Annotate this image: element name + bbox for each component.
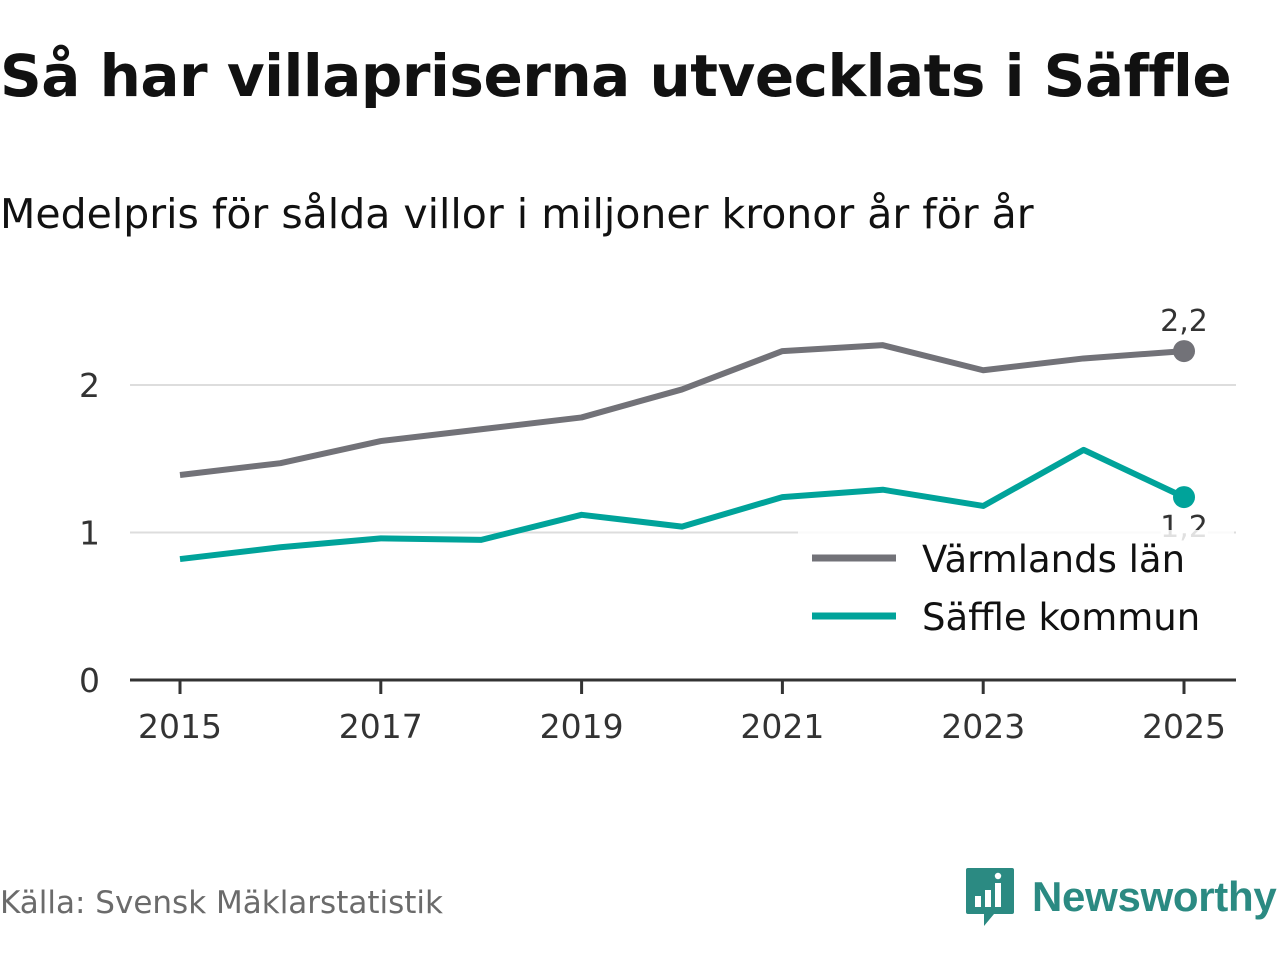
legend-box xyxy=(798,530,1234,650)
x-tick-label-2023: 2023 xyxy=(941,707,1025,746)
x-tick-label-2019: 2019 xyxy=(540,707,624,746)
y-tick-label-2: 2 xyxy=(79,366,100,405)
x-tick-label-2017: 2017 xyxy=(339,707,423,746)
y-tick-label-0: 0 xyxy=(79,661,100,700)
legend-label-0: Värmlands län xyxy=(922,538,1185,581)
chart-title: Så har villapriserna utvecklats i Säffle xyxy=(0,42,1232,110)
series-line-0 xyxy=(179,342,1185,478)
series-line-1 xyxy=(179,446,1186,563)
series-end-point-0 xyxy=(1173,340,1195,363)
x-tick-label-2025: 2025 xyxy=(1142,707,1226,746)
brand[interactable]: Newsworthy xyxy=(964,866,1277,928)
series-end-point-1 xyxy=(1173,486,1195,509)
source-note: Källa: Svensk Mäklarstatistik xyxy=(0,885,443,921)
x-tick-label-2021: 2021 xyxy=(740,707,824,746)
chart-subtitle: Medelpris för sålda villor i miljoner kr… xyxy=(0,190,1034,238)
series-end-label-0: 2,2 xyxy=(1160,304,1208,339)
y-tick-label-1: 1 xyxy=(79,514,100,553)
newsworthy-logo-icon xyxy=(966,868,1014,926)
brand-name: Newsworthy xyxy=(1032,873,1277,920)
legend-label-1: Säffle kommun xyxy=(922,596,1200,639)
x-tick-label-2015: 2015 xyxy=(138,707,222,746)
